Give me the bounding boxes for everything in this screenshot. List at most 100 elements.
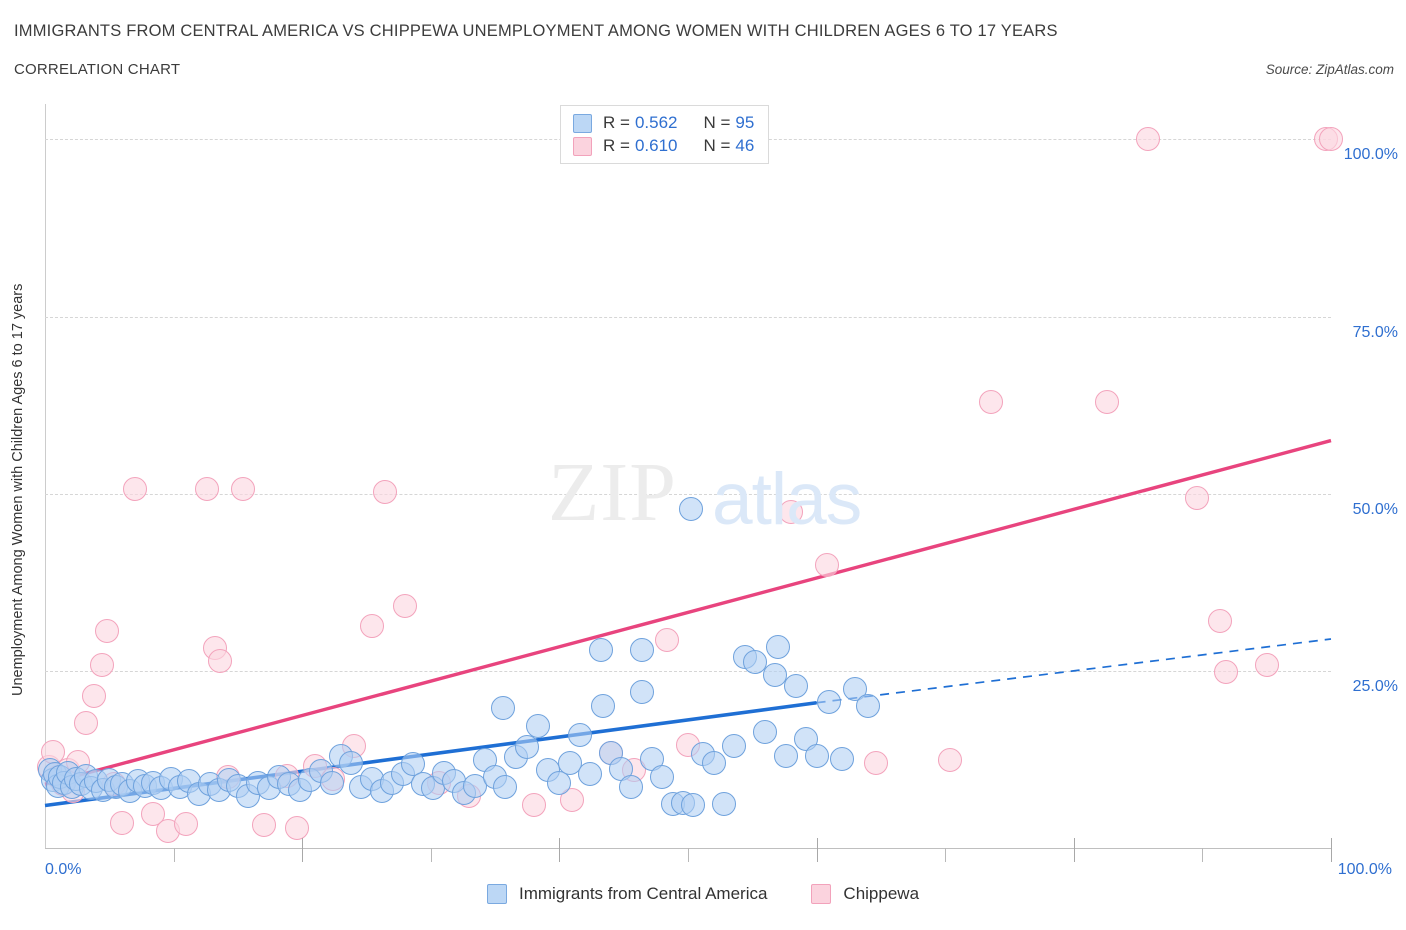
x-axis-label-max: 100.0% [1337, 861, 1392, 878]
data-point [650, 765, 675, 790]
data-point [742, 650, 767, 675]
data-point [804, 743, 829, 768]
data-point [525, 714, 550, 739]
gridline-25 [45, 670, 1331, 672]
data-point [784, 674, 809, 699]
data-point [123, 477, 148, 502]
y-axis-label-25: 25.0% [1352, 677, 1398, 695]
series-swatch-pink [811, 884, 832, 904]
y-axis-line [45, 104, 46, 848]
data-point [817, 690, 842, 715]
n-value: 46 [735, 136, 755, 155]
data-point [830, 746, 855, 771]
x-tick-90 [1202, 848, 1204, 862]
data-point [89, 653, 114, 678]
data-point [94, 619, 119, 644]
correlation-row-pink: R = 0.610 N = 46 [573, 136, 754, 156]
data-point [490, 695, 515, 720]
series-legend-label: Immigrants from Central America [518, 884, 768, 903]
x-tick-100 [1331, 838, 1332, 862]
data-point [722, 733, 747, 758]
data-point [285, 816, 310, 841]
gridline-50 [45, 493, 1331, 495]
data-point [712, 792, 736, 817]
data-point [766, 634, 791, 659]
data-point [1254, 653, 1279, 678]
data-point [74, 711, 99, 736]
data-point [319, 770, 344, 795]
series-legend: Immigrants from Central America Chippewa [0, 884, 1406, 904]
x-tick-30 [430, 848, 432, 862]
data-point [578, 762, 603, 787]
data-point [753, 719, 778, 744]
r-label: R = [603, 136, 630, 155]
data-point [701, 750, 726, 775]
data-point [938, 748, 963, 773]
data-point [339, 750, 364, 775]
data-point [557, 750, 582, 775]
data-point [591, 694, 616, 719]
gridline-75 [45, 316, 1331, 318]
data-point [81, 684, 106, 709]
data-point [207, 648, 232, 673]
series-legend-item-immigrants[interactable]: Immigrants from Central America [486, 884, 768, 904]
x-tick-20 [302, 838, 304, 862]
data-point [110, 811, 135, 836]
x-tick-50 [688, 848, 689, 862]
chart-subtitle: CORRELATION CHART [14, 61, 181, 78]
data-point [619, 775, 644, 800]
data-point [678, 497, 703, 522]
x-tick-10 [173, 848, 175, 862]
series-swatch-blue [486, 884, 507, 904]
data-point [393, 593, 418, 618]
correlation-legend: R = 0.562 N = 95 R = 0.610 N = 46 [560, 105, 770, 164]
data-point [655, 627, 680, 652]
trend-line-chippewa [44, 438, 1332, 786]
y-axis-label-100: 100.0% [1343, 146, 1398, 164]
data-point [763, 663, 788, 688]
data-point [1185, 485, 1210, 510]
y-axis-label-50: 50.0% [1352, 500, 1398, 518]
data-point [1208, 609, 1233, 634]
legend-swatch-pink [573, 136, 592, 156]
data-point [1319, 127, 1343, 152]
x-tick-70 [945, 848, 947, 862]
trend-line-immigrants-dashed [816, 638, 1332, 704]
data-point [778, 500, 803, 525]
r-value: 0.610 [634, 136, 678, 155]
x-tick-80 [1073, 838, 1075, 862]
x-axis-label-min: 0.0% [45, 861, 82, 878]
n-label: N = [703, 136, 731, 155]
n-value: 95 [735, 113, 755, 132]
y-axis-label-75: 75.0% [1352, 323, 1398, 341]
data-point [521, 793, 546, 818]
data-point [629, 680, 654, 705]
data-point [567, 722, 592, 747]
data-point [773, 743, 798, 768]
data-point [814, 552, 839, 577]
x-tick-40 [559, 838, 561, 862]
data-point [1095, 389, 1120, 414]
data-point [1213, 660, 1238, 685]
plot-area [36, 104, 1343, 848]
data-point [231, 477, 256, 502]
data-point [462, 773, 487, 798]
data-point [359, 613, 384, 638]
r-label: R = [603, 113, 630, 132]
data-point [174, 811, 199, 836]
x-tick-60 [816, 838, 818, 862]
data-point [515, 735, 540, 760]
legend-swatch-blue [573, 113, 592, 133]
y-axis-title: Unemployment Among Women with Children A… [10, 283, 26, 697]
data-point [493, 775, 518, 800]
data-point [681, 793, 706, 818]
series-legend-label: Chippewa [843, 884, 920, 903]
series-legend-item-chippewa[interactable]: Chippewa [811, 884, 919, 904]
data-point [588, 637, 613, 662]
data-point [863, 750, 888, 775]
r-value: 0.562 [634, 113, 678, 132]
data-point [251, 813, 276, 838]
data-point [629, 637, 654, 662]
data-point [856, 694, 881, 719]
data-point [195, 477, 220, 502]
